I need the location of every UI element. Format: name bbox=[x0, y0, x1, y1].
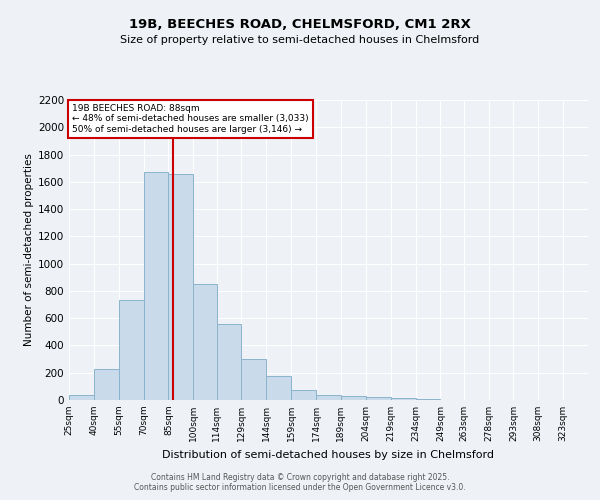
Bar bbox=[217, 324, 241, 400]
Bar bbox=[94, 370, 119, 400]
Text: Size of property relative to semi-detached houses in Chelmsford: Size of property relative to semi-detach… bbox=[121, 35, 479, 45]
Bar bbox=[416, 398, 440, 400]
Bar bbox=[266, 376, 291, 400]
Bar bbox=[341, 396, 366, 400]
Text: Contains HM Land Registry data © Crown copyright and database right 2025.
Contai: Contains HM Land Registry data © Crown c… bbox=[134, 473, 466, 492]
Text: 19B, BEECHES ROAD, CHELMSFORD, CM1 2RX: 19B, BEECHES ROAD, CHELMSFORD, CM1 2RX bbox=[129, 18, 471, 30]
Bar bbox=[193, 284, 217, 400]
Y-axis label: Number of semi-detached properties: Number of semi-detached properties bbox=[24, 154, 34, 346]
Bar bbox=[143, 172, 169, 400]
Text: 19B BEECHES ROAD: 88sqm
← 48% of semi-detached houses are smaller (3,033)
50% of: 19B BEECHES ROAD: 88sqm ← 48% of semi-de… bbox=[73, 104, 309, 134]
Bar bbox=[69, 394, 94, 400]
Bar bbox=[119, 300, 143, 400]
Bar bbox=[169, 174, 193, 400]
Bar bbox=[316, 394, 341, 400]
X-axis label: Distribution of semi-detached houses by size in Chelmsford: Distribution of semi-detached houses by … bbox=[163, 450, 494, 460]
Bar bbox=[366, 398, 391, 400]
Bar bbox=[391, 398, 416, 400]
Bar bbox=[291, 390, 316, 400]
Bar bbox=[241, 359, 266, 400]
